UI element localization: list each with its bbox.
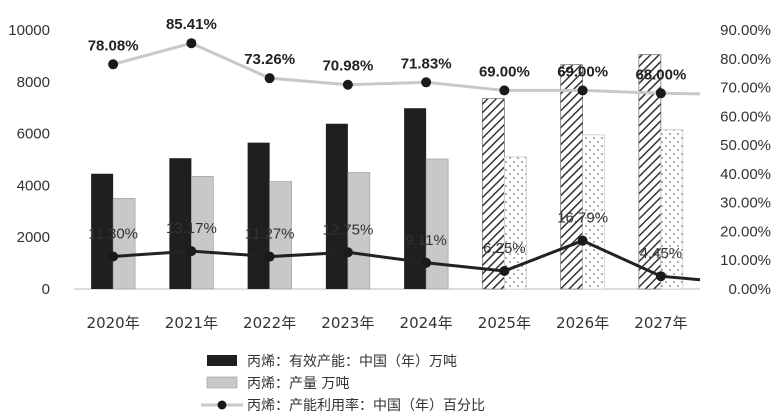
x-axis-tick-label: 2026年 xyxy=(556,314,609,332)
utilization-data-label: 78.08% xyxy=(88,37,139,54)
right-axis-tick-label: 10.00% xyxy=(720,252,771,269)
right-axis-tick-label: 20.00% xyxy=(720,223,771,240)
right-axis-tick-label: 90.00% xyxy=(720,22,771,39)
growth-point xyxy=(421,257,432,268)
utilization-data-label: 85.41% xyxy=(166,16,217,33)
production-bar xyxy=(269,181,292,290)
legend-marker-utilization xyxy=(217,400,227,410)
x-axis-tick-label: 2020年 xyxy=(87,314,140,332)
production-bar xyxy=(112,198,136,290)
x-axis-tick-label: 2025年 xyxy=(478,314,531,332)
x-axis-tick-label: 2023年 xyxy=(321,314,374,332)
left-axis-tick-label: 6000 xyxy=(17,126,50,143)
production-bar xyxy=(191,176,214,290)
growth-point xyxy=(186,246,197,257)
utilization-point xyxy=(655,88,666,99)
production-bar xyxy=(582,134,605,290)
growth-point xyxy=(342,247,353,258)
growth-data-label: 12.75% xyxy=(322,221,373,238)
production-bar xyxy=(425,158,449,290)
right-axis-tick-label: 70.00% xyxy=(720,80,771,97)
utilization-point xyxy=(264,73,275,84)
growth-point xyxy=(108,251,119,262)
utilization-data-label: 73.26% xyxy=(244,51,295,68)
utilization-data-label: 70.98% xyxy=(322,58,373,75)
growth-data-label: 16.79% xyxy=(557,210,608,227)
x-axis-tick-label: 2024年 xyxy=(400,314,453,332)
x-axis-tick-label: 2027年 xyxy=(634,314,687,332)
growth-data-label: 4.45% xyxy=(640,245,683,262)
growth-data-label: 9.11% xyxy=(405,232,446,249)
legend-label-production: 丙烯：产量 万吨 xyxy=(247,376,349,392)
x-axis-tick-label: 2022年 xyxy=(243,314,296,332)
production-bar xyxy=(504,156,527,290)
right-axis-tick-label: 50.00% xyxy=(720,137,771,154)
capacity-bar xyxy=(482,98,505,290)
right-axis-tick-label: 40.00% xyxy=(720,166,771,183)
utilization-point xyxy=(421,77,432,88)
right-axis-tick-label: 30.00% xyxy=(720,195,771,212)
utilization-point xyxy=(499,85,510,96)
capacity-bar xyxy=(560,64,583,290)
growth-data-label: 13.17% xyxy=(166,220,217,237)
right-axis-tick-label: 80.00% xyxy=(720,51,771,68)
growth-data-label: 11.30% xyxy=(88,225,138,242)
utilization-point xyxy=(108,59,119,70)
left-axis-tick-label: 4000 xyxy=(17,177,50,194)
left-axis-tick-label: 2000 xyxy=(17,229,50,246)
growth-data-label: 11.27% xyxy=(245,226,295,243)
legend-label-utilization: 丙烯：产能利用率：中国（年）百分比 xyxy=(247,397,485,414)
utilization-point xyxy=(342,79,353,90)
growth-point xyxy=(577,235,588,246)
left-axis-tick-label: 8000 xyxy=(17,74,50,91)
utilization-data-label: 68.00% xyxy=(635,66,686,83)
utilization-data-label: 71.83% xyxy=(401,55,452,72)
utilization-data-label: 69.00% xyxy=(479,63,530,80)
capacity-bar xyxy=(91,173,114,289)
legend-label-capacity: 丙烯：有效产能：中国（年）万吨 xyxy=(247,354,457,370)
right-axis-tick-label: 60.00% xyxy=(720,108,771,125)
growth-point xyxy=(264,251,275,262)
legend-swatch-capacity xyxy=(207,355,237,366)
x-axis-tick-label: 2021年 xyxy=(165,314,218,332)
utilization-point xyxy=(577,85,588,96)
growth-data-label: 6.25% xyxy=(483,240,526,257)
growth-point xyxy=(655,271,666,282)
capacity-bar xyxy=(169,158,192,289)
capacity-bar xyxy=(247,142,270,289)
capacity-bar xyxy=(404,108,427,289)
utilization-data-label: 69.00% xyxy=(557,63,608,80)
capacity-bar xyxy=(325,123,348,290)
left-axis-tick-label: 10000 xyxy=(8,22,50,39)
right-axis-tick-label: 0.00% xyxy=(728,281,771,298)
production-bar xyxy=(660,129,684,290)
production-bar xyxy=(347,172,371,290)
left-axis-tick-label: 0 xyxy=(42,281,50,298)
growth-point xyxy=(499,266,510,277)
legend-swatch-production xyxy=(206,376,238,389)
utilization-point xyxy=(186,38,197,49)
